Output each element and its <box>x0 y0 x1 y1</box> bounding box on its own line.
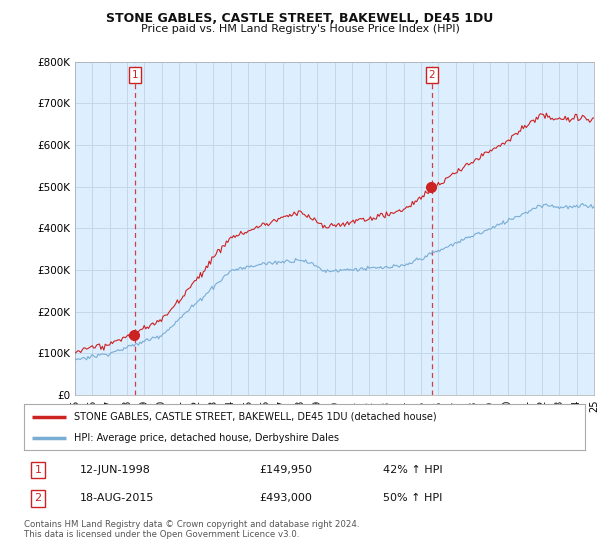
Text: 1: 1 <box>131 70 138 80</box>
Text: STONE GABLES, CASTLE STREET, BAKEWELL, DE45 1DU: STONE GABLES, CASTLE STREET, BAKEWELL, D… <box>106 12 494 25</box>
Text: 42% ↑ HPI: 42% ↑ HPI <box>383 465 443 475</box>
Text: Price paid vs. HM Land Registry's House Price Index (HPI): Price paid vs. HM Land Registry's House … <box>140 24 460 34</box>
Text: 50% ↑ HPI: 50% ↑ HPI <box>383 493 442 503</box>
Text: STONE GABLES, CASTLE STREET, BAKEWELL, DE45 1DU (detached house): STONE GABLES, CASTLE STREET, BAKEWELL, D… <box>74 412 437 422</box>
Text: £493,000: £493,000 <box>260 493 313 503</box>
Text: 1: 1 <box>35 465 41 475</box>
Text: HPI: Average price, detached house, Derbyshire Dales: HPI: Average price, detached house, Derb… <box>74 433 340 443</box>
Text: 2: 2 <box>428 70 435 80</box>
Text: 12-JUN-1998: 12-JUN-1998 <box>80 465 151 475</box>
Text: 18-AUG-2015: 18-AUG-2015 <box>80 493 154 503</box>
Text: Contains HM Land Registry data © Crown copyright and database right 2024.
This d: Contains HM Land Registry data © Crown c… <box>24 520 359 539</box>
Text: £149,950: £149,950 <box>260 465 313 475</box>
Text: 2: 2 <box>34 493 41 503</box>
